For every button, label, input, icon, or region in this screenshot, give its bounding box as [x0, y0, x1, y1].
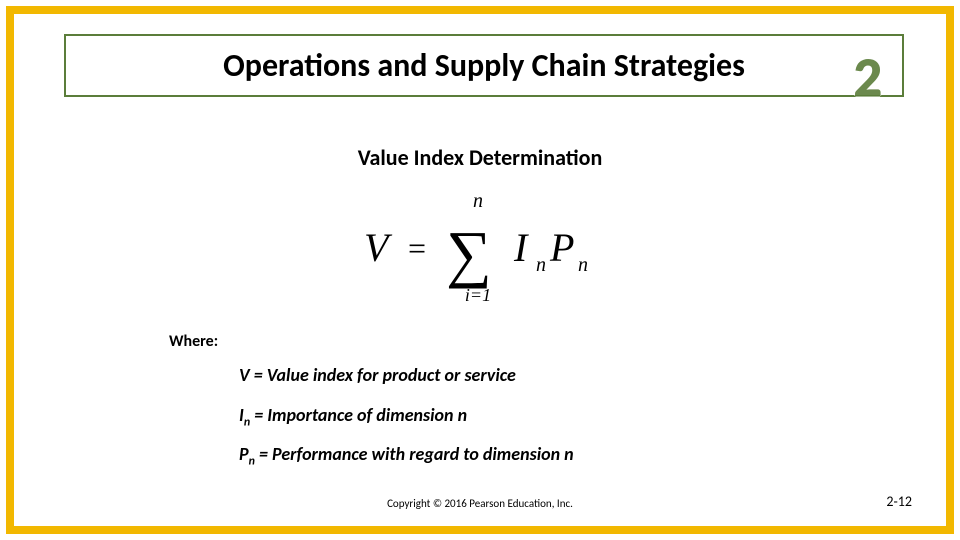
formula-lower: i=1 — [465, 285, 491, 305]
chapter-number: 2 — [854, 50, 882, 106]
formula-P-sub: n — [578, 254, 588, 276]
subtitle: Value Index Determination — [14, 144, 946, 171]
slide-title: Operations and Supply Chain Strategies — [223, 46, 745, 85]
sigma-icon: ∑ — [446, 218, 492, 289]
formula-upper: n — [473, 190, 483, 212]
def-symbol: P — [239, 443, 249, 465]
def-desc: = Value index for product or service — [250, 364, 516, 386]
def-symbol: V — [239, 364, 250, 386]
slide-frame: Operations and Supply Chain Strategies 2… — [6, 6, 954, 534]
definition-item: Pn = Performance with regard to dimensio… — [239, 443, 574, 469]
formula-lhs: V — [364, 225, 393, 270]
def-desc: = Performance with regard to dimension n — [255, 443, 574, 465]
title-box: Operations and Supply Chain Strategies 2 — [64, 34, 904, 97]
formula-I: I — [513, 225, 529, 270]
definitions-list: V = Value index for product or service I… — [239, 364, 574, 483]
where-label: Where: — [169, 332, 218, 351]
formula-P: P — [549, 225, 574, 270]
page-number: 2-12 — [886, 493, 912, 510]
svg-text:=: = — [408, 230, 426, 266]
definition-item: V = Value index for product or service — [239, 364, 574, 390]
copyright-text: Copyright © 2016 Pearson Education, Inc. — [14, 497, 946, 510]
formula-I-sub: n — [536, 254, 546, 276]
def-desc: = Importance of dimension n — [250, 404, 467, 426]
definition-item: In = Importance of dimension n — [239, 404, 574, 430]
value-index-formula: V = n ∑ i=1 I n P n — [14, 189, 946, 314]
